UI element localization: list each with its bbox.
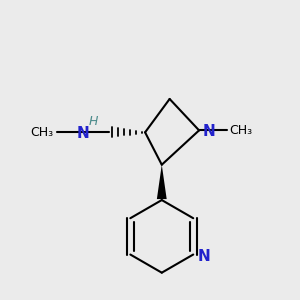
- Text: N: N: [77, 126, 90, 141]
- Text: H: H: [88, 115, 98, 128]
- Polygon shape: [157, 165, 167, 199]
- Text: N: N: [203, 124, 216, 139]
- Text: CH₃: CH₃: [31, 126, 54, 139]
- Text: CH₃: CH₃: [230, 124, 253, 137]
- Text: N: N: [197, 249, 210, 264]
